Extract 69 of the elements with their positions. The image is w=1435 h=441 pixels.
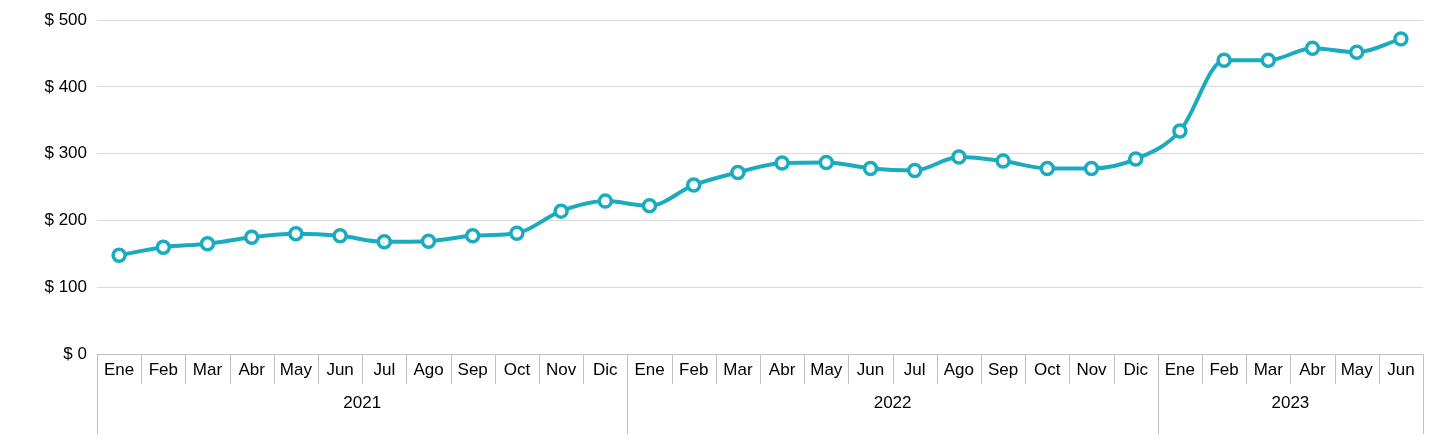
x-tick-label: Abr [238, 359, 266, 379]
y-tick-label: $ 0 [63, 343, 87, 363]
point [1260, 52, 1277, 69]
point [995, 153, 1011, 169]
point [862, 160, 879, 177]
x-tick-label: Abr [1299, 359, 1327, 379]
x-tick-label: May [1340, 359, 1374, 379]
x-tick-label: Mar [1253, 359, 1284, 379]
point [464, 228, 481, 244]
y-tick-label: $ 200 [44, 210, 87, 230]
text: 2022 [873, 392, 912, 412]
x-tick-label: May [279, 359, 313, 379]
x-tick-label: Dic [1123, 359, 1149, 379]
point [509, 225, 525, 241]
point [774, 155, 790, 171]
point [818, 154, 835, 171]
x-tick-label: Feb [1209, 359, 1239, 379]
point [111, 247, 127, 263]
point [199, 236, 216, 252]
point [1393, 31, 1409, 47]
point [155, 239, 172, 255]
point [641, 198, 658, 214]
point [1348, 44, 1365, 60]
x-tick-label: Jun [326, 359, 354, 379]
point [1216, 52, 1232, 69]
y-tick-label: $ 500 [44, 9, 87, 29]
point [420, 233, 437, 249]
x-tick-label: Feb [148, 359, 178, 379]
x-tick-label: Abr [768, 359, 796, 379]
point [288, 226, 304, 242]
point [1304, 40, 1321, 56]
point [906, 162, 923, 179]
x-tick-label: Feb [679, 359, 709, 379]
point [376, 234, 393, 250]
x-tick-label: Ene [103, 359, 135, 379]
point [951, 149, 967, 165]
point [1039, 160, 1056, 177]
x-tick-label: Oct [1034, 359, 1061, 379]
text: 2021 [343, 392, 382, 412]
x-tick-label: Dic [593, 359, 619, 379]
x-tick-label: Mar [723, 359, 753, 379]
x-tick-label: Oct [503, 359, 531, 379]
x-tick-label: Jul [903, 359, 926, 379]
point [685, 177, 702, 193]
point [597, 193, 614, 209]
x-tick-label: Ene [1164, 359, 1196, 379]
point [243, 229, 260, 245]
x-tick-label: May [810, 359, 843, 379]
x-tick-label: Nov [1076, 359, 1108, 379]
y-tick-label: $ 300 [44, 143, 87, 163]
y-tick-label: $ 400 [44, 76, 87, 96]
x-tick-label: Jun [856, 359, 885, 379]
x-tick-label: Nov [545, 359, 577, 379]
point [332, 228, 348, 244]
x-tick-label: Ago [943, 359, 975, 379]
point [1083, 160, 1100, 177]
x-tick-label: Jul [373, 359, 396, 379]
point [730, 164, 746, 181]
x-tick-label: Sep [987, 359, 1019, 379]
x-tick-label: Ene [634, 359, 665, 379]
y-tick-label: $ 100 [44, 276, 87, 296]
x-tick-label: Ago [413, 359, 444, 379]
x-tick-label: Mar [192, 359, 223, 379]
x-tick-label: Jun [1387, 359, 1415, 379]
point [1172, 123, 1188, 139]
x-tick-label: Sep [457, 359, 488, 379]
point [553, 203, 569, 219]
point [1127, 151, 1144, 167]
text: 2023 [1271, 392, 1310, 412]
